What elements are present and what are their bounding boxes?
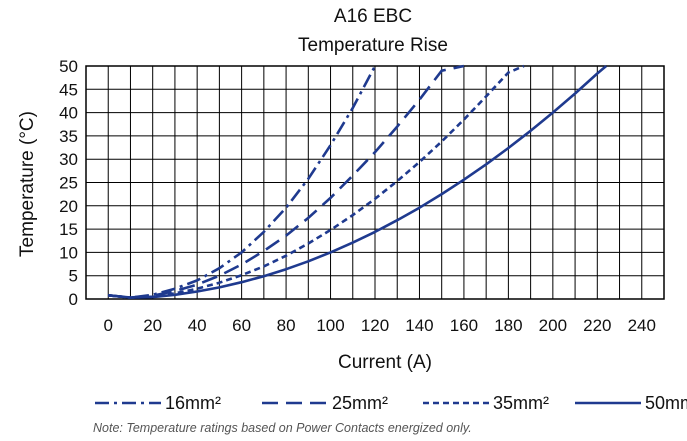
x-tick-label: 160	[450, 316, 478, 335]
x-tick-label: 40	[188, 316, 207, 335]
series-lines	[108, 64, 608, 299]
y-tick-label: 40	[59, 104, 78, 123]
y-tick-label: 10	[59, 243, 78, 262]
y-tick-label: 25	[59, 174, 78, 193]
y-tick-label: 15	[59, 220, 78, 239]
legend-label-2: 25mm²	[332, 393, 388, 413]
x-tick-label: 220	[583, 316, 611, 335]
x-tick-label: 120	[361, 316, 389, 335]
series-line-3	[108, 64, 525, 299]
chart-subtitle: Temperature Rise	[298, 35, 448, 56]
y-tick-label: 35	[59, 127, 78, 146]
series-line-2	[108, 64, 465, 299]
y-axis-ticks: 0 5 10 15 20 25 30 35 40 45 50	[59, 57, 78, 309]
x-tick-label: 240	[628, 316, 656, 335]
legend-label-1: 16mm²	[165, 393, 221, 413]
legend: 16mm² 25mm² 35mm² 50mm²	[95, 393, 687, 413]
x-tick-label: 0	[103, 316, 112, 335]
y-tick-label: 20	[59, 197, 78, 216]
y-axis-label: Temperature (°C)	[17, 111, 38, 257]
plot-frame	[85, 65, 665, 300]
plot-grid	[85, 65, 665, 300]
x-axis-ticks: 0 20 40 60 80 100 120 140 160 180 200 220 240	[103, 316, 655, 335]
legend-label-3: 35mm²	[493, 393, 549, 413]
x-axis-label: Current (A)	[338, 352, 432, 373]
y-tick-label: 45	[59, 80, 78, 99]
y-tick-label: 5	[69, 267, 78, 286]
legend-label-4: 50mm²	[645, 393, 687, 413]
series-line-4	[108, 65, 608, 299]
x-tick-label: 140	[405, 316, 433, 335]
x-tick-label: 60	[232, 316, 251, 335]
x-tick-label: 100	[316, 316, 344, 335]
x-tick-label: 20	[143, 316, 162, 335]
x-tick-label: 80	[277, 316, 296, 335]
chart-title: A16 EBC	[334, 6, 412, 27]
x-tick-label: 180	[494, 316, 522, 335]
x-tick-label: 200	[539, 316, 567, 335]
y-tick-label: 0	[69, 290, 78, 309]
y-tick-label: 50	[59, 57, 78, 76]
chart-note: Note: Temperature ratings based on Power…	[93, 421, 472, 435]
y-tick-label: 30	[59, 150, 78, 169]
series-line-1	[108, 65, 377, 299]
